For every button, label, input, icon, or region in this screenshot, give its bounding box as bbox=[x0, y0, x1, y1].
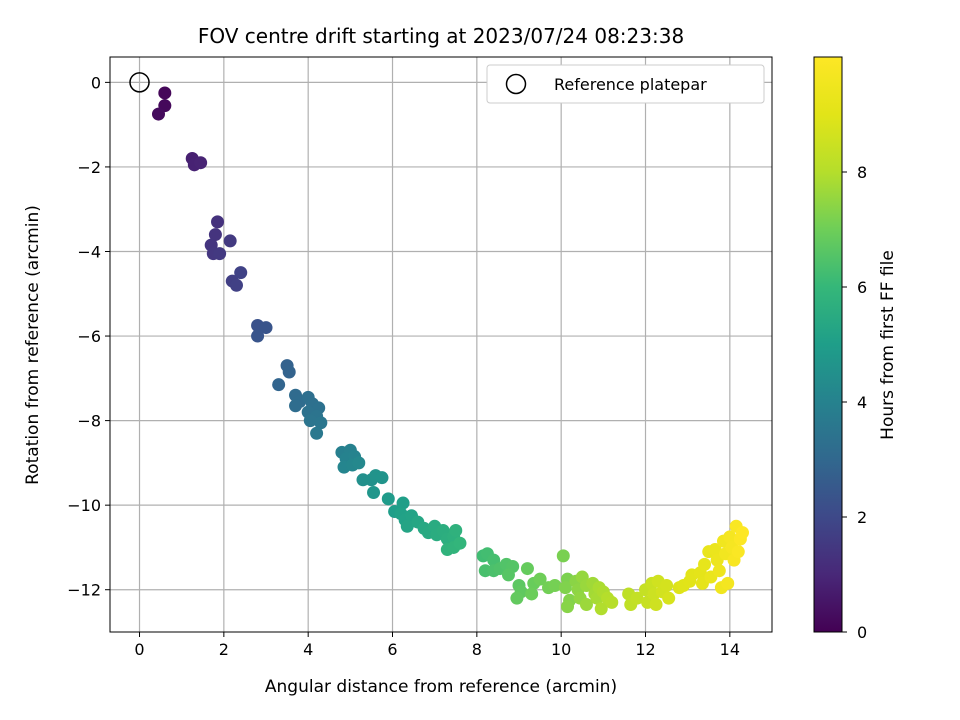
data-point bbox=[272, 378, 286, 392]
x-axis-label: Angular distance from reference (arcmin) bbox=[265, 677, 617, 697]
data-point bbox=[558, 581, 572, 595]
data-point bbox=[396, 496, 410, 510]
data-point bbox=[510, 591, 524, 605]
colorbar-tick-label: 0 bbox=[857, 623, 867, 642]
data-point bbox=[560, 600, 574, 614]
data-point bbox=[151, 107, 165, 121]
data-point bbox=[548, 578, 562, 592]
data-point bbox=[723, 530, 737, 544]
data-point bbox=[400, 519, 414, 533]
data-point bbox=[605, 595, 619, 609]
data-point bbox=[556, 549, 570, 563]
data-point bbox=[708, 543, 722, 557]
data-point bbox=[649, 598, 663, 612]
data-point bbox=[662, 591, 676, 605]
data-point bbox=[533, 572, 547, 586]
grid-lines bbox=[110, 57, 772, 632]
legend-box bbox=[486, 64, 765, 104]
data-point bbox=[208, 228, 222, 242]
x-tick-label: 14 bbox=[720, 640, 740, 659]
data-point bbox=[712, 564, 726, 578]
x-tick-label: 12 bbox=[635, 640, 655, 659]
x-tick-label: 4 bbox=[303, 640, 313, 659]
x-tick-label: 6 bbox=[387, 640, 397, 659]
data-point bbox=[630, 591, 644, 605]
colorbar-tick-label: 8 bbox=[857, 163, 867, 182]
data-point bbox=[721, 576, 735, 590]
data-point bbox=[223, 234, 237, 248]
x-tick-label: 2 bbox=[219, 640, 229, 659]
data-point bbox=[234, 266, 248, 280]
data-point bbox=[352, 456, 366, 470]
reference-point-marker bbox=[129, 72, 150, 93]
x-tick-label: 8 bbox=[472, 640, 482, 659]
y-axis-label: Rotation from reference (arcmin) bbox=[23, 205, 43, 485]
y-tick-label: 0 bbox=[91, 73, 101, 92]
data-point bbox=[229, 278, 243, 292]
colorbar: 0 2 4 6 8 Hours from first FF file bbox=[813, 56, 898, 642]
y-tick-label: −8 bbox=[77, 412, 101, 431]
data-point bbox=[381, 492, 395, 506]
y-tick-label: −2 bbox=[77, 158, 101, 177]
y-tick-label: −12 bbox=[67, 581, 101, 600]
colorbar-tick-label: 2 bbox=[857, 508, 867, 527]
data-point bbox=[594, 602, 608, 616]
data-point bbox=[289, 399, 303, 413]
x-tick-label: 0 bbox=[134, 640, 144, 659]
data-point bbox=[735, 526, 749, 540]
data-point bbox=[211, 215, 225, 229]
chart-title: FOV centre drift starting at 2023/07/24 … bbox=[198, 24, 684, 48]
data-point bbox=[731, 545, 745, 559]
data-point bbox=[520, 562, 534, 576]
legend-marker-icon bbox=[505, 73, 527, 95]
data-point bbox=[194, 156, 208, 170]
y-tick-label: −6 bbox=[77, 327, 101, 346]
data-point bbox=[449, 524, 463, 538]
colorbar-ticks: 0 2 4 6 8 bbox=[842, 163, 867, 642]
colorbar-label: Hours from first FF file bbox=[878, 250, 898, 440]
y-tick-label: −4 bbox=[77, 242, 101, 261]
data-point bbox=[282, 365, 296, 379]
plot-frame bbox=[109, 56, 773, 633]
data-point bbox=[375, 471, 389, 485]
data-point bbox=[501, 568, 515, 582]
data-point bbox=[158, 86, 172, 100]
colorbar-gradient bbox=[813, 56, 843, 633]
data-point bbox=[303, 414, 317, 428]
data-point bbox=[660, 578, 674, 592]
data-point bbox=[259, 321, 273, 335]
x-tick-label: 10 bbox=[551, 640, 571, 659]
data-point bbox=[314, 416, 328, 430]
legend: Reference platepar bbox=[486, 64, 765, 104]
data-point bbox=[698, 557, 712, 571]
colorbar-tick-label: 6 bbox=[857, 278, 867, 297]
data-point bbox=[453, 536, 467, 550]
x-axis-ticks: 0 2 4 6 8 10 12 14 bbox=[134, 632, 740, 659]
scatter-points bbox=[151, 86, 749, 616]
data-point bbox=[367, 485, 381, 499]
y-tick-label: −10 bbox=[67, 496, 101, 515]
data-point bbox=[525, 587, 539, 601]
reference-marker bbox=[129, 72, 150, 93]
data-point bbox=[310, 426, 324, 440]
data-point bbox=[251, 329, 265, 343]
legend-entry-label: Reference platepar bbox=[554, 75, 707, 94]
y-axis-ticks: −12 −10 −8 −6 −4 −2 0 bbox=[67, 73, 110, 600]
data-point bbox=[213, 247, 227, 261]
colorbar-tick-label: 4 bbox=[857, 393, 867, 412]
data-point bbox=[579, 598, 593, 612]
